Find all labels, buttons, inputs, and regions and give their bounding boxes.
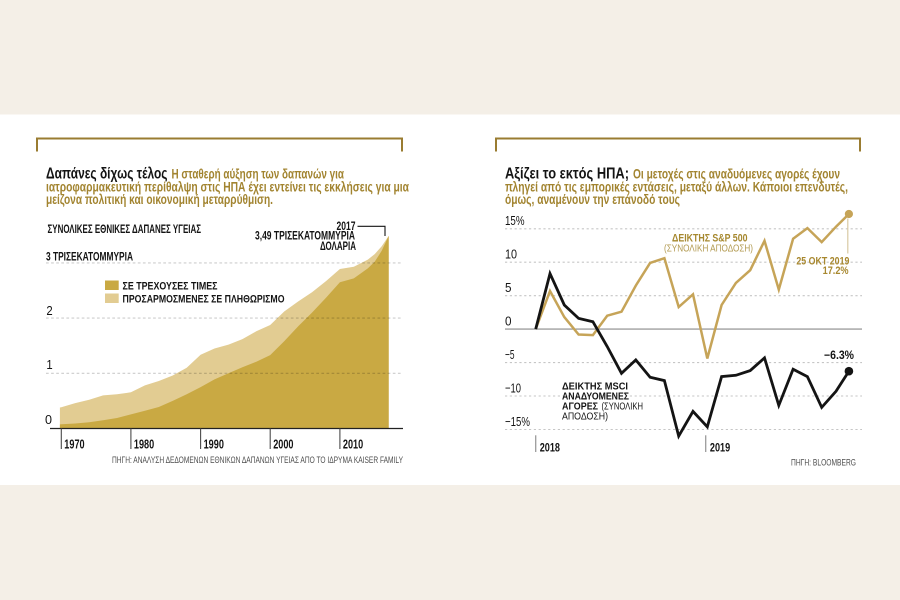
svg-text:0: 0 <box>505 314 512 329</box>
svg-text:Η σταθερή αύξηση των δαπανών γ: Η σταθερή αύξηση των δαπανών για <box>172 167 345 182</box>
svg-text:−5: −5 <box>505 347 515 362</box>
svg-text:πληγεί από τις εμπορικές εντάσ: πληγεί από τις εμπορικές εντάσεις, μεταξ… <box>505 179 848 194</box>
svg-text:−6.3%: −6.3% <box>824 350 854 362</box>
svg-text:ΣΥΝΟΛΙΚΕΣ ΕΘΝΙΚΕΣ ΔΑΠΑΝΕΣ ΥΓΕΙ: ΣΥΝΟΛΙΚΕΣ ΕΘΝΙΚΕΣ ΔΑΠΑΝΕΣ ΥΓΕΙΑΣ <box>48 224 202 236</box>
svg-text:−10: −10 <box>505 380 521 395</box>
svg-text:3,49 ΤΡΙΣΕΚΑΤΟΜΜΥΡΙΑ: 3,49 ΤΡΙΣΕΚΑΤΟΜΜΥΡΙΑ <box>255 231 355 243</box>
svg-text:ΠΡΟΣΑΡΜΟΣΜΕΝΕΣ ΣΕ ΠΛΗΘΩΡΙΣΜΟ: ΠΡΟΣΑΡΜΟΣΜΕΝΕΣ ΣΕ ΠΛΗΘΩΡΙΣΜΟ <box>123 294 285 306</box>
svg-text:ΔΟΛΑΡΙΑ: ΔΟΛΑΡΙΑ <box>320 241 356 253</box>
svg-text:2: 2 <box>46 303 52 318</box>
svg-text:μείζονα πολιτική και οικονομικ: μείζονα πολιτική και οικονομική μεταρρύθ… <box>46 192 273 207</box>
svg-text:Δαπάνες δίχως τέλος: Δαπάνες δίχως τέλος <box>46 166 168 183</box>
svg-text:15%: 15% <box>505 213 525 228</box>
svg-text:2017: 2017 <box>337 221 356 233</box>
svg-text:ιατροφαρμακευτική περίθαλψη στ: ιατροφαρμακευτική περίθαλψη στις ΗΠΑ έχε… <box>46 179 410 194</box>
svg-text:ΣΕ ΤΡΕΧΟΥΣΕΣ ΤΙΜΕΣ: ΣΕ ΤΡΕΧΟΥΣΕΣ ΤΙΜΕΣ <box>123 281 218 293</box>
svg-text:ΔΕΙΚΤΗΣ S&P 500: ΔΕΙΚΤΗΣ S&P 500 <box>672 232 748 244</box>
svg-text:17.2%: 17.2% <box>823 265 849 277</box>
svg-text:ΠΗΓΗ: BLOOMBERG: ΠΗΓΗ: BLOOMBERG <box>791 458 856 468</box>
svg-text:2000: 2000 <box>273 437 293 452</box>
svg-text:όμως, αναμένουν την επάνοδό το: όμως, αναμένουν την επάνοδό τους <box>505 192 680 207</box>
svg-text:1980: 1980 <box>134 437 154 452</box>
svg-text:ΑΓΟΡΕΣ: ΑΓΟΡΕΣ <box>562 401 598 413</box>
svg-text:0: 0 <box>45 412 52 427</box>
svg-text:Οι μετοχές στις αναδυόμενες αγ: Οι μετοχές στις αναδυόμενες αγορές έχουν <box>633 167 840 182</box>
svg-text:ΑΝΑΔΥΟΜΕΝΕΣ: ΑΝΑΔΥΟΜΕΝΕΣ <box>562 391 629 403</box>
svg-text:2018: 2018 <box>540 442 561 454</box>
svg-text:10: 10 <box>505 247 517 262</box>
svg-text:1970: 1970 <box>64 437 84 452</box>
svg-text:5: 5 <box>505 280 512 295</box>
svg-text:ΠΗΓΗ: ΑΝΑΛΥΣΗ ΔΕΔΟΜΕΝΩΝ ΕΘΝΙΚΩ: ΠΗΓΗ: ΑΝΑΛΥΣΗ ΔΕΔΟΜΕΝΩΝ ΕΘΝΙΚΩΝ ΔΑΠΑΝΩΝ … <box>112 455 403 465</box>
svg-text:ΔΕΙΚΤΗΣ MSCI: ΔΕΙΚΤΗΣ MSCI <box>562 381 628 393</box>
svg-text:−15%: −15% <box>505 414 530 429</box>
svg-text:1: 1 <box>46 357 52 372</box>
svg-text:ΑΠΟΔΟΣΗ): ΑΠΟΔΟΣΗ) <box>562 411 608 423</box>
svg-text:2010: 2010 <box>343 437 363 452</box>
svg-text:3 ΤΡΙΣΕΚΑΤΟΜΜΥΡΙΑ: 3 ΤΡΙΣΕΚΑΤΟΜΜΥΡΙΑ <box>46 251 133 263</box>
svg-text:2019: 2019 <box>710 442 730 454</box>
svg-text:1990: 1990 <box>204 437 224 452</box>
svg-text:25 ΟΚΤ 2019: 25 ΟΚΤ 2019 <box>796 256 849 268</box>
svg-text:(ΣΥΝΟΛΙΚΗ ΑΠΟΔΟΣΗ): (ΣΥΝΟΛΙΚΗ ΑΠΟΔΟΣΗ) <box>664 243 753 255</box>
svg-text:(ΣΥΝΟΛΙΚΗ: (ΣΥΝΟΛΙΚΗ <box>602 401 644 413</box>
svg-text:Αξίζει το εκτός ΗΠΑ;: Αξίζει το εκτός ΗΠΑ; <box>505 166 629 183</box>
